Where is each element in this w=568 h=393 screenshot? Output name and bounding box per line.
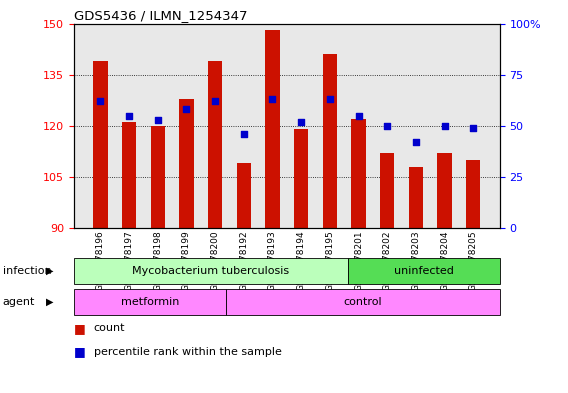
Point (325, 96, 335, 102)
Bar (323, 54, 337, 228)
Bar (74, 289, 226, 315)
Text: metformin: metformin (121, 297, 179, 307)
Bar (380, 153, 394, 228)
Point (96, 98, 105, 105)
Bar (74, 258, 348, 284)
Point (124, 112, 133, 119)
Text: uninfected: uninfected (394, 266, 454, 276)
Text: GDS5436 / ILMN_1254347: GDS5436 / ILMN_1254347 (74, 9, 247, 22)
Bar (409, 167, 423, 228)
Bar (179, 99, 194, 228)
Bar (265, 30, 279, 228)
Text: count: count (94, 323, 125, 333)
Text: ■: ■ (74, 345, 86, 358)
Bar (93, 61, 107, 228)
Bar (151, 126, 165, 228)
Text: percentile rank within the sample: percentile rank within the sample (94, 347, 282, 357)
Text: ■: ■ (74, 321, 86, 335)
Bar (437, 153, 452, 228)
Bar (208, 61, 222, 228)
Text: agent: agent (3, 297, 35, 307)
Bar (226, 289, 500, 315)
Bar (294, 129, 308, 228)
Bar (466, 160, 481, 228)
Bar (352, 119, 366, 228)
Point (354, 112, 363, 119)
Bar (237, 163, 251, 228)
Point (211, 98, 220, 105)
Text: ▶: ▶ (46, 297, 54, 307)
Text: infection: infection (3, 266, 52, 276)
Point (153, 116, 162, 123)
Text: ▶: ▶ (46, 266, 54, 276)
Bar (122, 122, 136, 228)
Bar (348, 258, 500, 284)
Point (469, 125, 478, 131)
Point (182, 106, 191, 112)
Point (239, 131, 248, 137)
Point (440, 123, 449, 129)
Text: control: control (344, 297, 382, 307)
Point (383, 123, 392, 129)
Text: Mycobacterium tuberculosis: Mycobacterium tuberculosis (132, 266, 289, 276)
Point (296, 119, 306, 125)
Point (268, 96, 277, 102)
Point (411, 139, 420, 145)
